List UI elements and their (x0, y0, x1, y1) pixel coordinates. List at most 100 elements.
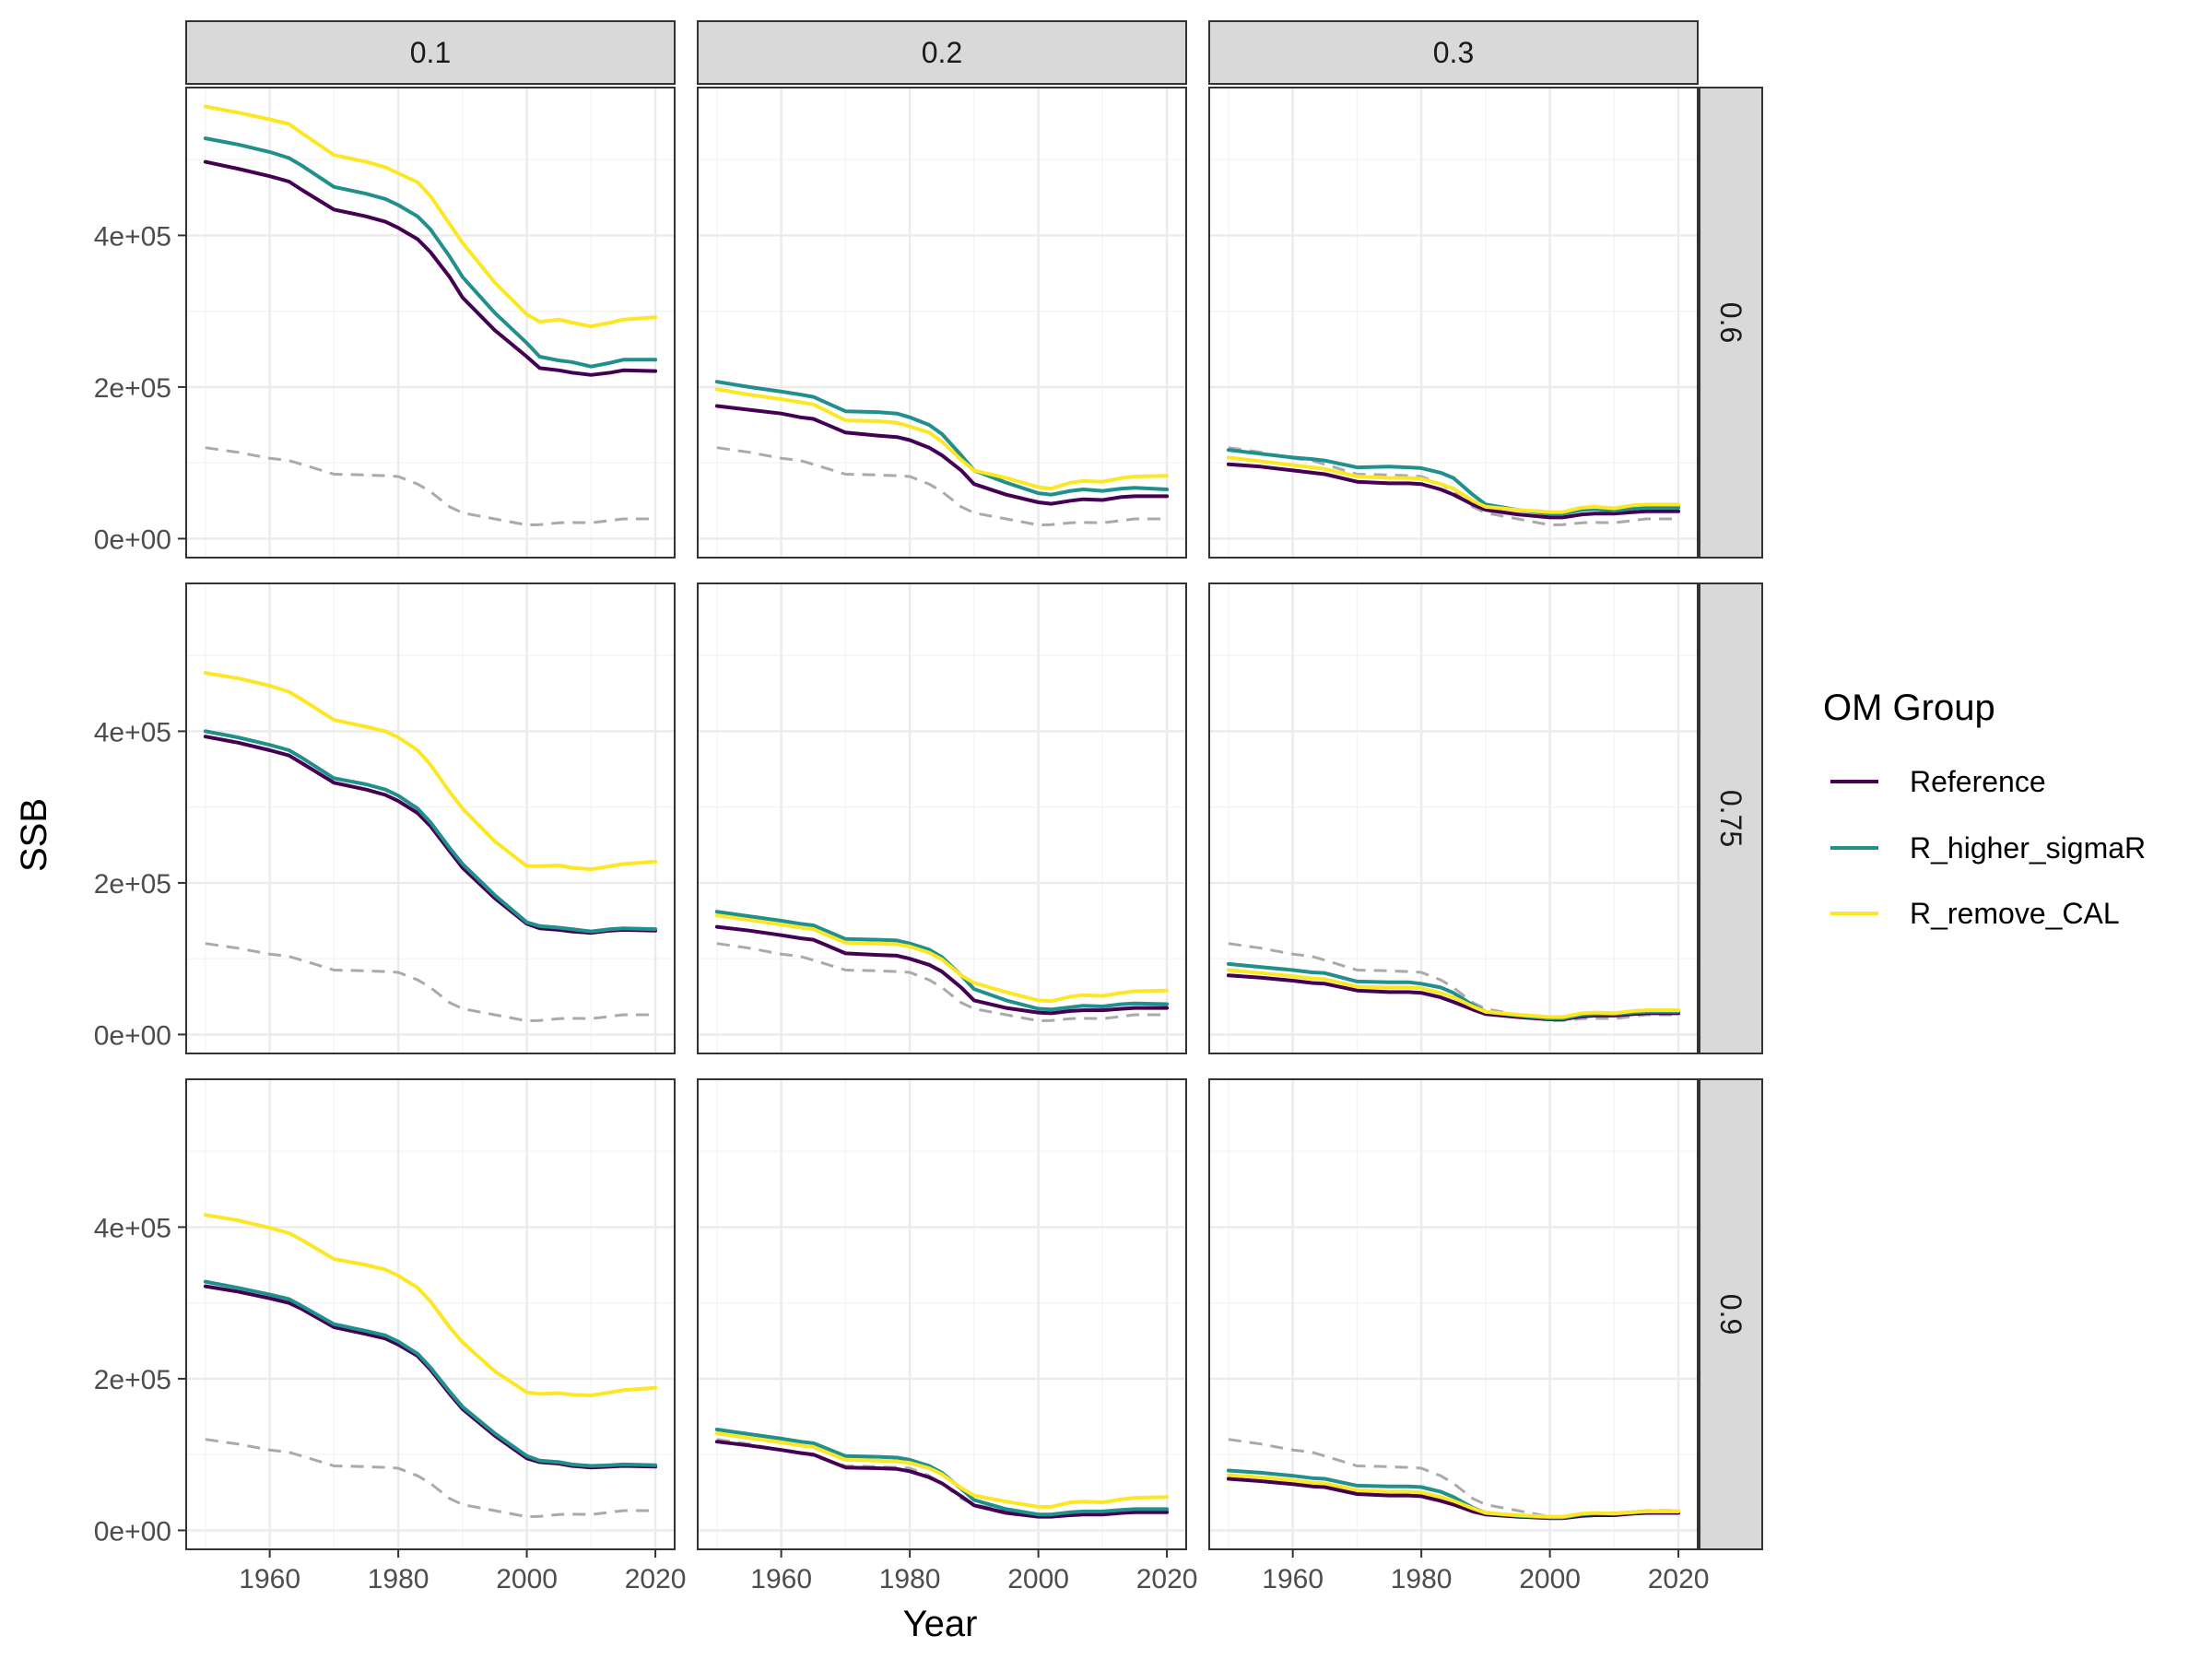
column-strip-label: 0.3 (1433, 36, 1474, 69)
legend-label-r-higher-sigmar: R_higher_sigmaR (1910, 831, 2146, 865)
panel-0-1-0-9 (185, 1078, 676, 1550)
series-line-reference (1226, 462, 1681, 520)
column-strip-0-3: 0.3 (1208, 20, 1699, 85)
panel-border (1208, 87, 1699, 559)
y-tick-label: 4e+05 (94, 717, 171, 747)
strip-background (185, 20, 676, 85)
reference-dashed-line (716, 446, 1168, 527)
panel-grid (1209, 88, 1698, 558)
series-line-reference (203, 735, 658, 935)
panel-0-2-0-6 (697, 87, 1187, 559)
reference-dashed-line (716, 942, 1168, 1023)
reference-dashed-line (1228, 942, 1679, 1023)
panel-background (698, 1079, 1186, 1549)
x-axis-title: Year (903, 1604, 978, 1644)
row-strip-0-6: 0.6 (1699, 87, 1763, 559)
column-strip-0-1: 0.1 (185, 20, 676, 85)
panel-border (697, 87, 1187, 559)
panel-grid (186, 583, 675, 1053)
panel-0-3-0-75 (1208, 582, 1699, 1054)
panel-background (698, 583, 1186, 1053)
x-tick-label: 1960 (1262, 1564, 1324, 1594)
panel-background (698, 88, 1186, 558)
series-line-r-higher-sigmar (1226, 448, 1681, 516)
panel-0-3-0-6 (1208, 87, 1699, 559)
y-tick-label: 2e+05 (94, 869, 171, 900)
y-tick-label: 0e+00 (94, 1020, 171, 1051)
series-line-r-higher-sigmar (203, 1279, 658, 1468)
strip-background (1699, 582, 1763, 1054)
series-line-r-remove-cal (714, 387, 1170, 491)
panel-grid (698, 88, 1186, 558)
series-line-r-remove-cal (1226, 455, 1681, 514)
panel-border (697, 1078, 1187, 1550)
x-axis-ticks: 1960 1980 2000 2020 1960 1980 2000 2020 1960 1980… (239, 1549, 1709, 1594)
panel-border (185, 582, 676, 1054)
legend-item-r-remove-cal: R_remove_CAL (1830, 897, 2120, 930)
panel-background (1209, 583, 1698, 1053)
panel-border (697, 582, 1187, 1054)
panel-grid (698, 583, 1186, 1053)
x-tick-label: 1980 (1391, 1564, 1453, 1594)
column-strip-0-2: 0.2 (697, 20, 1187, 85)
x-tick-label: 2000 (1519, 1564, 1581, 1594)
panel-0-2-0-75 (697, 582, 1187, 1054)
y-tick-label: 4e+05 (94, 221, 171, 252)
series-line-r-remove-cal (203, 104, 658, 329)
legend-title: OM Group (1823, 688, 1995, 728)
column-strip-label: 0.2 (922, 36, 962, 69)
reference-dashed-line (205, 942, 656, 1023)
strip-background (697, 20, 1187, 85)
panel-background (186, 1079, 675, 1549)
x-tick-label: 1960 (239, 1564, 300, 1594)
legend-label-r-remove-cal: R_remove_CAL (1910, 897, 2120, 930)
x-tick-label: 2000 (496, 1564, 558, 1594)
x-tick-label: 1980 (879, 1564, 941, 1594)
panel-0-1-0-75 (185, 582, 676, 1054)
strip-background (1699, 1078, 1763, 1550)
y-tick-label: 2e+05 (94, 1365, 171, 1395)
panels-layer (185, 87, 1699, 1550)
x-tick-label: 2020 (1648, 1564, 1710, 1594)
series-line-r-remove-cal (203, 671, 658, 872)
row-strip-label: 0.75 (1714, 790, 1747, 847)
x-tick-label: 2020 (625, 1564, 687, 1594)
panel-border (185, 1078, 676, 1550)
y-tick-label: 4e+05 (94, 1213, 171, 1243)
panel-grid (186, 1079, 675, 1549)
panel-border (185, 87, 676, 559)
strip-background (1699, 87, 1763, 559)
series-line-r-higher-sigmar (203, 729, 658, 934)
series-line-reference (714, 1440, 1170, 1519)
panel-0-3-0-9 (1208, 1078, 1699, 1550)
series-line-r-remove-cal (1226, 968, 1681, 1019)
panel-grid (1209, 1079, 1698, 1549)
series-line-reference (714, 924, 1170, 1016)
strip-background (1208, 20, 1699, 85)
series-line-reference (203, 159, 658, 377)
panel-background (1209, 1079, 1698, 1549)
x-tick-label: 1960 (750, 1564, 812, 1594)
x-tick-label: 2000 (1007, 1564, 1069, 1594)
row-strips: 0.6 0.75 0.9 (1699, 87, 1763, 1550)
series-line-r-remove-cal (714, 913, 1170, 1004)
row-strip-label: 0.9 (1714, 1294, 1747, 1335)
y-tick-label: 0e+00 (94, 524, 171, 555)
y-axis-ticks: 0e+00 2e+05 4e+05 0e+00 2e+05 4e+05 0e+00 2e+05… (94, 221, 186, 1547)
series-line-r-higher-sigmar (203, 136, 658, 369)
series-line-r-remove-cal (1226, 1473, 1681, 1519)
panel-border (1208, 1078, 1699, 1550)
reference-dashed-line (205, 1438, 656, 1519)
panel-background (186, 583, 675, 1053)
x-tick-label: 1980 (368, 1564, 429, 1594)
legend-label-reference: Reference (1910, 765, 2046, 798)
series-line-r-remove-cal (203, 1213, 658, 1397)
panel-background (186, 88, 675, 558)
y-tick-label: 2e+05 (94, 373, 171, 404)
legend-item-r-higher-sigmar: R_higher_sigmaR (1830, 831, 2146, 865)
series-line-r-remove-cal (714, 1431, 1170, 1509)
y-axis-title: SSB (14, 798, 54, 872)
panel-grid (186, 88, 675, 558)
panel-0-2-0-9 (697, 1078, 1187, 1550)
